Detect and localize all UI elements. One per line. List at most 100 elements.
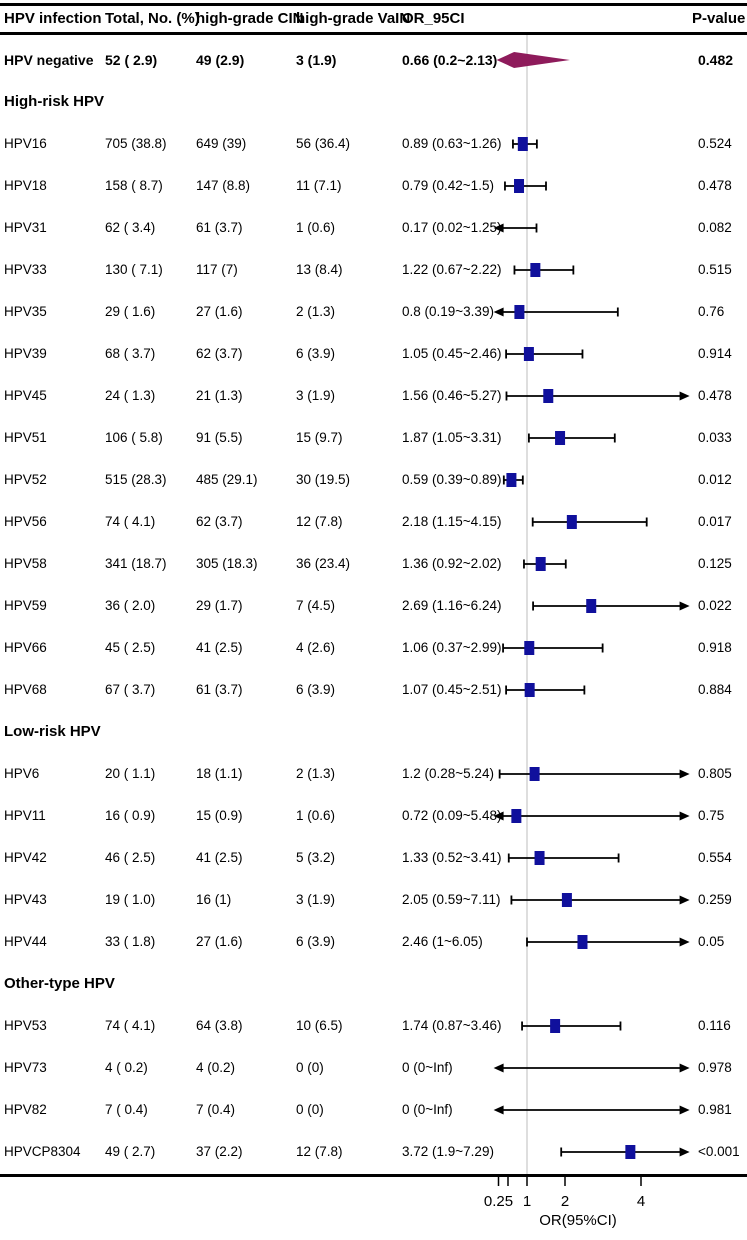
total-cell: 24 ( 1.3) [105, 388, 156, 403]
total-cell: 130 ( 7.1) [105, 262, 163, 277]
row-high-risk-hpv: High-risk HPV [0, 81, 747, 123]
row-label: HPVCP8304 [4, 1144, 81, 1159]
or-box [586, 599, 597, 613]
total-cell: 106 ( 5.8) [105, 430, 163, 445]
vain-cell: 2 (1.3) [296, 304, 336, 319]
pvalue-cell: 0.478 [698, 178, 732, 193]
vain-cell: 6 (3.9) [296, 682, 336, 697]
or-box [577, 935, 588, 949]
vain-cell: 1 (0.6) [296, 220, 336, 235]
cin-cell: 41 (2.5) [196, 640, 243, 655]
row-label: Low-risk HPV [4, 723, 101, 740]
cin-cell: 62 (3.7) [196, 514, 243, 529]
total-cell: 74 ( 4.1) [105, 1018, 156, 1033]
right-arrow-head [679, 391, 690, 401]
or-ci-cell: 0.8 (0.19~3.39) [402, 304, 494, 319]
pvalue-cell: 0.918 [698, 640, 732, 655]
total-cell: 515 (28.3) [105, 472, 167, 487]
or-box [534, 851, 545, 865]
row-label: HPV68 [4, 682, 47, 697]
bottom-rule [0, 1174, 747, 1177]
row-hpv44: HPV44 33 ( 1.8) 27 (1.6) 6 (3.9) 2.46 (1~6.0… [0, 921, 747, 963]
total-cell: 74 ( 4.1) [105, 514, 156, 529]
cin-cell: 18 (1.1) [196, 766, 243, 781]
or-box [529, 767, 540, 781]
cin-cell: 61 (3.7) [196, 682, 243, 697]
x-axis-title: OR(95%CI) [539, 1212, 617, 1229]
cin-cell: 4 (0.2) [196, 1060, 236, 1075]
axis-tick-label: 1 [523, 1193, 531, 1210]
cin-cell: 15 (0.9) [196, 808, 243, 823]
cin-cell: 147 (8.8) [196, 178, 251, 193]
left-arrow-head [493, 811, 504, 821]
row-label: HPV52 [4, 472, 47, 487]
pvalue-cell: 0.76 [698, 304, 725, 319]
pvalue-cell: <0.001 [698, 1144, 740, 1159]
row-label: HPV73 [4, 1060, 47, 1075]
header-or95ci: OR_95CI [402, 10, 465, 27]
row-hpv11: HPV11 16 ( 0.9) 15 (0.9) 1 (0.6) 0.72 (0.09~… [0, 795, 747, 837]
or-box [543, 389, 554, 403]
or-ci-cell: 1.2 (0.28~5.24) [402, 766, 494, 781]
row-hpv43: HPV43 19 ( 1.0) 16 (1) 3 (1.9) 2.05 (0.59~7.… [0, 879, 747, 921]
row-hpv66: HPV66 45 ( 2.5) 41 (2.5) 4 (2.6) 1.06 (0.37~… [0, 627, 747, 669]
row-hpv56: HPV56 74 ( 4.1) 62 (3.7) 12 (7.8) 2.18 (1.15… [0, 501, 747, 543]
left-arrow-head [493, 307, 504, 317]
or-ci-cell: 2.18 (1.15~4.15) [402, 514, 502, 529]
row-hpvcp8304: HPVCP8304 49 ( 2.7) 37 (2.2) 12 (7.8) 3.72 (… [0, 1131, 747, 1173]
or-box [506, 473, 517, 487]
or-ci-cell: 1.05 (0.45~2.46) [402, 346, 502, 361]
row-hpv-negative: HPV negative 52 ( 2.9) 49 (2.9) 3 (1.9) 0.66… [0, 39, 747, 81]
total-cell: 20 ( 1.1) [105, 766, 156, 781]
vain-cell: 30 (19.5) [296, 472, 351, 487]
total-cell: 4 ( 0.2) [105, 1060, 148, 1075]
axis-tick-label: 0.25 [484, 1193, 513, 1210]
or-ci-cell: 0.66 (0.2~2.13) [402, 52, 498, 68]
total-cell: 7 ( 0.4) [105, 1102, 148, 1117]
vain-cell: 11 (7.1) [296, 178, 342, 193]
or-ci-cell: 1.87 (1.05~3.31) [402, 430, 502, 445]
or-ci-cell: 1.06 (0.37~2.99) [402, 640, 502, 655]
vain-cell: 6 (3.9) [296, 934, 336, 949]
vain-cell: 1 (0.6) [296, 808, 336, 823]
vain-cell: 13 (8.4) [296, 262, 343, 277]
header-rule [0, 32, 747, 35]
right-arrow-head [679, 937, 690, 947]
row-label: HPV59 [4, 598, 47, 613]
right-arrow-head [679, 601, 690, 611]
left-arrow-head [493, 1063, 504, 1073]
pvalue-cell: 0.515 [698, 262, 732, 277]
or-ci-cell: 2.69 (1.16~6.24) [402, 598, 502, 613]
cin-cell: 21 (1.3) [196, 388, 243, 403]
row-label: HPV16 [4, 136, 47, 151]
total-cell: 67 ( 3.7) [105, 682, 156, 697]
pvalue-cell: 0.482 [698, 52, 734, 68]
vain-cell: 12 (7.8) [296, 1144, 343, 1159]
or-box [524, 641, 535, 655]
or-box [550, 1019, 561, 1033]
total-cell: 36 ( 2.0) [105, 598, 156, 613]
vain-cell: 10 (6.5) [296, 1018, 343, 1033]
row-hpv6: HPV6 20 ( 1.1) 18 (1.1) 2 (1.3) 1.2 (0.28~5.… [0, 753, 747, 795]
cin-cell: 485 (29.1) [196, 472, 258, 487]
or-box [514, 179, 525, 193]
or-box [566, 515, 577, 529]
or-box [625, 1145, 636, 1159]
total-cell: 705 (38.8) [105, 136, 167, 151]
or-ci-cell: 0.72 (0.09~5.48) [402, 808, 502, 823]
row-hpv68: HPV68 67 ( 3.7) 61 (3.7) 6 (3.9) 1.07 (0.45~… [0, 669, 747, 711]
right-arrow-head [679, 769, 690, 779]
row-label: HPV11 [4, 808, 46, 823]
vain-cell: 56 (36.4) [296, 136, 351, 151]
row-label: HPV6 [4, 766, 40, 781]
row-hpv51: HPV51 106 ( 5.8) 91 (5.5) 15 (9.7) 1.87 (1.0… [0, 417, 747, 459]
right-arrow-head [679, 1147, 690, 1157]
cin-cell: 16 (1) [196, 892, 232, 907]
cin-cell: 49 (2.9) [196, 52, 245, 68]
pvalue-cell: 0.259 [698, 892, 732, 907]
vain-cell: 5 (3.2) [296, 850, 336, 865]
or-box [535, 557, 546, 571]
pvalue-cell: 0.012 [698, 472, 732, 487]
